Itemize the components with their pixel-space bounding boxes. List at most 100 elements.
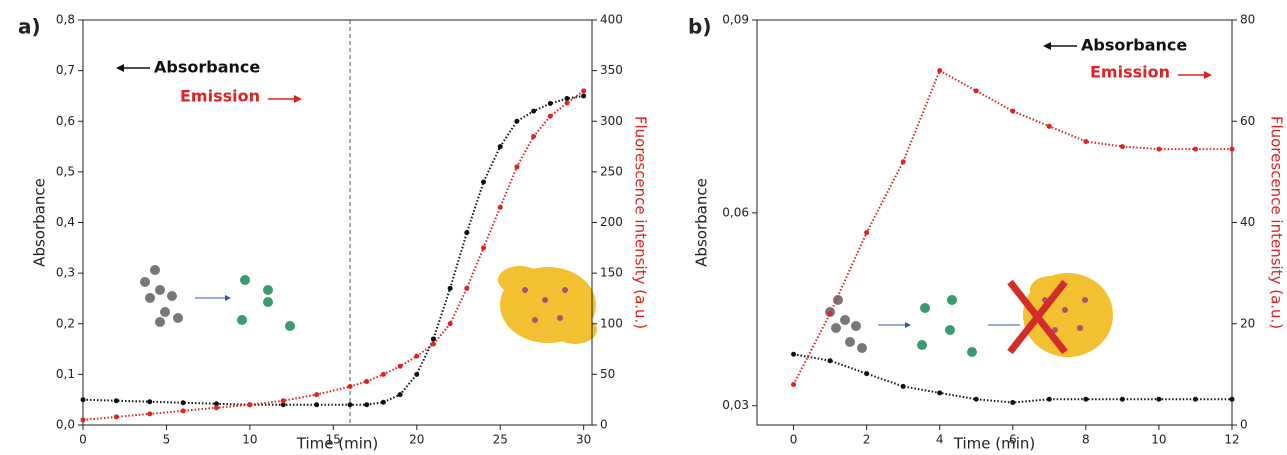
data-point (864, 371, 870, 377)
legend-label: Emission (1090, 63, 1170, 82)
data-point (314, 402, 320, 408)
data-point (180, 400, 186, 406)
y2-tick-label: 100 (600, 316, 623, 330)
y2-tick-label: 350 (600, 63, 623, 77)
y-tick-label: 0,09 (722, 13, 749, 27)
x-axis-label: Time (min) (953, 435, 1035, 453)
series-line (82, 90, 585, 421)
data-point (214, 401, 220, 407)
legend-arrowhead (1204, 71, 1212, 79)
y-tick-label: 0,2 (56, 316, 75, 330)
data-point (791, 351, 797, 357)
y-tick-label: 0,6 (56, 114, 75, 128)
data-point (364, 378, 370, 384)
data-point (1119, 396, 1125, 402)
series-line (792, 69, 1232, 385)
data-point (280, 398, 286, 404)
data-point (347, 402, 353, 408)
y-tick-label: 0,4 (56, 215, 75, 229)
data-point (497, 144, 503, 150)
x-tick-label: 6 (1009, 433, 1017, 447)
x-tick-label: 4 (936, 433, 944, 447)
panel-label: b) (688, 15, 711, 39)
data-point (1010, 108, 1016, 114)
panel-label: a) (18, 15, 41, 39)
legend-arrowhead (116, 64, 124, 72)
data-point (147, 399, 153, 405)
x-tick-label: 8 (1082, 433, 1090, 447)
legend-arrowhead (1043, 42, 1051, 50)
data-point (113, 414, 119, 420)
data-point (1010, 400, 1016, 405)
data-point (481, 179, 487, 185)
y-tick-label: 0,3 (56, 266, 75, 280)
data-point (280, 402, 286, 408)
y2-tick-label: 200 (600, 215, 623, 229)
data-point (1229, 396, 1235, 402)
data-point (380, 399, 386, 405)
y-axis-label: Absorbance (31, 178, 49, 267)
y2-tick-label: 0 (1240, 418, 1248, 432)
data-point (531, 133, 537, 139)
legend-label: Absorbance (1081, 36, 1187, 55)
data-point (497, 204, 503, 210)
illustration-a (140, 265, 597, 344)
data-point (973, 88, 979, 94)
data-point (464, 285, 470, 291)
data-point (1192, 396, 1198, 402)
x-tick-label: 25 (493, 433, 508, 447)
data-point (414, 371, 420, 377)
series-line (82, 94, 584, 406)
y-tick-label: 0,8 (56, 13, 75, 27)
data-point (900, 159, 906, 165)
data-point (247, 402, 253, 408)
legend-arrowhead (294, 95, 302, 103)
data-point (447, 285, 453, 291)
legend-label: Emission (180, 87, 260, 106)
y2-tick-label: 50 (600, 367, 615, 381)
data-point (547, 101, 553, 107)
data-point (464, 230, 470, 236)
y-tick-label: 0,06 (722, 205, 749, 219)
data-point (80, 397, 86, 403)
data-point (564, 95, 570, 101)
data-point (531, 108, 537, 114)
x-tick-label: 0 (79, 433, 87, 447)
y2-tick-label: 40 (1240, 215, 1255, 229)
y2-tick-label: 80 (1240, 13, 1255, 27)
y-tick-label: 0,7 (56, 63, 75, 77)
data-point (581, 93, 587, 99)
x-tick-label: 10 (242, 433, 257, 447)
y2-tick-label: 0 (600, 418, 608, 432)
y-axis-label: Absorbance (693, 178, 711, 267)
data-point (1046, 396, 1052, 402)
x-tick-label: 5 (163, 433, 171, 447)
data-point (791, 382, 797, 387)
data-point (1119, 144, 1125, 150)
y2-tick-label: 250 (600, 164, 623, 178)
legend-label: Absorbance (154, 58, 260, 77)
x-tick-label: 0 (790, 433, 798, 447)
data-point (1229, 146, 1235, 152)
data-point (380, 371, 386, 377)
y2-tick-label: 150 (600, 266, 623, 280)
data-point (147, 411, 153, 417)
plot-frame (82, 19, 593, 426)
data-point (397, 363, 403, 369)
y2-tick-label: 60 (1240, 114, 1255, 128)
data-point (180, 408, 186, 414)
data-point (414, 353, 420, 359)
y-tick-label: 0,1 (56, 367, 75, 381)
data-point (973, 396, 979, 402)
y2-tick-label: 400 (600, 13, 623, 27)
data-point (80, 417, 86, 423)
y2-tick-label: 300 (600, 114, 623, 128)
y2-axis-label: Fluorescence intensity (a.u.) (632, 116, 650, 329)
x-tick-label: 15 (326, 433, 341, 447)
x-tick-label: 12 (1224, 433, 1239, 447)
y-tick-label: 0,0 (56, 418, 75, 432)
data-point (827, 358, 833, 364)
data-point (214, 405, 220, 411)
data-point (547, 113, 553, 119)
y-tick-label: 0,5 (56, 164, 75, 178)
